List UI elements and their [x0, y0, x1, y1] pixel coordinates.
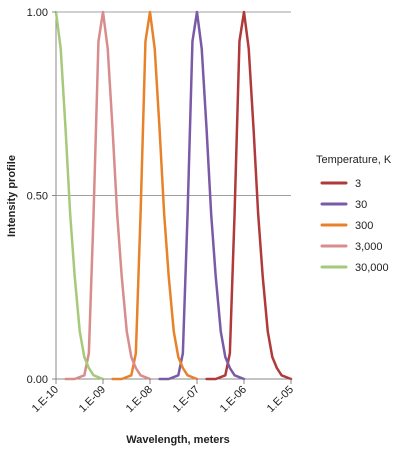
x-axis-ticks: 1.E-10 1.E-09 1.E-08 1.E-07 1.E-06 1.E-05 — [30, 379, 296, 415]
plot-area — [54, 10, 293, 381]
x-tick-label-1: 1.E-09 — [77, 384, 108, 415]
y-tick-label-1: 0.50 — [27, 191, 48, 203]
y-tick-label-2: 1.00 — [27, 7, 48, 19]
legend-label-4: 30,000 — [355, 262, 389, 274]
legend-label-0: 3 — [355, 178, 361, 190]
x-axis-title: Wavelength, meters — [126, 434, 230, 446]
legend-label-3: 3,000 — [355, 241, 383, 253]
x-tick-label-4: 1.E-06 — [218, 384, 249, 415]
legend-title: Temperature, K — [316, 154, 392, 166]
legend-label-2: 300 — [355, 220, 373, 232]
y-axis-title: Intensity profile — [6, 155, 18, 237]
y-tick-label-0: 0.00 — [27, 374, 48, 386]
x-tick-label-2: 1.E-08 — [124, 384, 155, 415]
x-tick-label-3: 1.E-07 — [171, 384, 202, 415]
x-tick-label-5: 1.E-05 — [265, 384, 296, 415]
legend: Temperature, K 3 30 300 3,000 30,000 — [316, 154, 392, 274]
x-tick-label-0: 1.E-10 — [30, 384, 61, 415]
y-axis-ticks: 0.00 0.50 1.00 — [27, 7, 56, 386]
legend-label-1: 30 — [355, 199, 367, 211]
series-line-4 — [54, 10, 105, 381]
